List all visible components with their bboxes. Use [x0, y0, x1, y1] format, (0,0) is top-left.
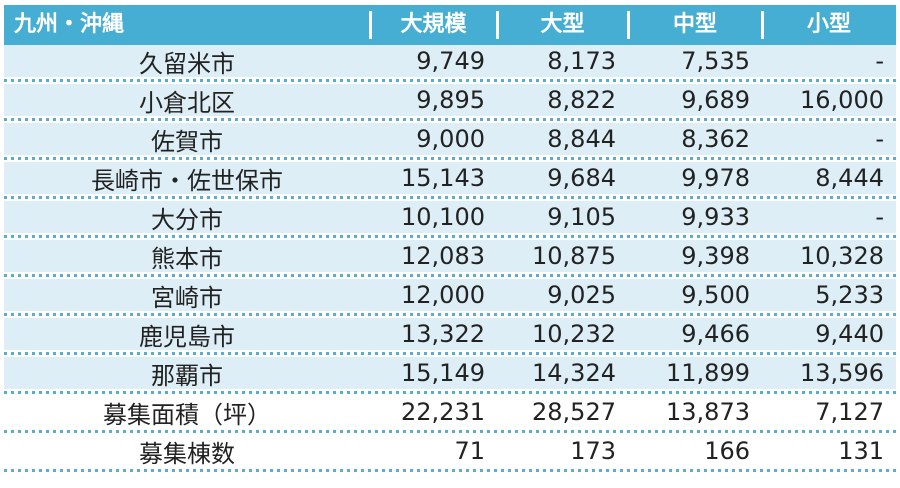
row-label: 小倉北区 [139, 88, 235, 117]
cell-value: 9,749 [416, 47, 485, 75]
table-row-total-area: 募集面積（坪） 22,231 28,527 13,873 7,127 [4, 396, 896, 429]
row-separator [4, 79, 896, 82]
cell-value: 9,398 [681, 242, 750, 270]
cell-value: 9,684 [547, 164, 616, 192]
row-label: 那覇市 [151, 361, 223, 390]
table-row-kurume: 久留米市 9,749 8,173 7,535 - [4, 45, 896, 78]
cell-value: 71 [454, 437, 485, 465]
row-separator [4, 430, 896, 433]
row-label: 宮崎市 [151, 283, 223, 312]
cell-value: 15,149 [401, 359, 485, 387]
cell-value: 5,233 [815, 281, 884, 309]
cell-value: 28,527 [532, 398, 616, 426]
cell-value: 8,822 [547, 86, 616, 114]
column-separator-bar [369, 11, 372, 39]
cell-value: 13,873 [666, 398, 750, 426]
cell-value: 9,105 [547, 203, 616, 231]
cell-value: 14,324 [532, 359, 616, 387]
cell-value: 16,000 [800, 86, 884, 114]
row-separator [4, 352, 896, 355]
cell-value: 13,596 [800, 359, 884, 387]
header-col-label: 大規模 [400, 12, 467, 37]
cell-value: 13,322 [401, 320, 485, 348]
table-row-oita: 大分市 10,100 9,105 9,933 - [4, 201, 896, 234]
row-label: 長崎市・佐世保市 [91, 166, 283, 195]
rent-data-table: 九州・沖縄 大規模 大型 中型 小型 久留米市 9,749 8,173 7,53… [4, 5, 896, 472]
table-row-kokurakita: 小倉北区 9,895 8,822 9,689 16,000 [4, 84, 896, 117]
cell-value: 10,100 [401, 203, 485, 231]
table-row-miyazaki: 宮崎市 12,000 9,025 9,500 5,233 [4, 279, 896, 312]
header-col-medium: 中型 [627, 5, 762, 45]
cell-value: 166 [704, 437, 750, 465]
table-row-saga: 佐賀市 9,000 8,844 8,362 - [4, 123, 896, 156]
cell-value: 10,232 [532, 320, 616, 348]
header-col-label: 小型 [806, 12, 851, 37]
cell-value: 9,025 [547, 281, 616, 309]
cell-value: 9,689 [681, 86, 750, 114]
cell-value: 7,535 [681, 47, 750, 75]
row-separator [4, 235, 896, 238]
cell-value: 10,328 [800, 242, 884, 270]
header-col-label: 大型 [540, 12, 585, 37]
cell-value: 8,844 [547, 125, 616, 153]
cell-value: - [875, 203, 884, 231]
row-label: 鹿児島市 [139, 322, 235, 351]
cell-value: 12,000 [401, 281, 485, 309]
row-label: 募集面積（坪） [103, 400, 271, 429]
row-separator [4, 196, 896, 199]
cell-value: - [875, 125, 884, 153]
cell-value: 22,231 [401, 398, 485, 426]
row-label: 募集棟数 [139, 439, 235, 468]
table-header-row: 九州・沖縄 大規模 大型 中型 小型 [4, 5, 896, 45]
header-col-small: 小型 [761, 5, 896, 45]
row-separator [4, 274, 896, 277]
cell-value: 8,173 [547, 47, 616, 75]
table-row-naha: 那覇市 15,149 14,324 11,899 13,596 [4, 357, 896, 390]
cell-value: 8,362 [681, 125, 750, 153]
row-separator [4, 469, 896, 472]
cell-value: 15,143 [401, 164, 485, 192]
cell-value: 9,000 [416, 125, 485, 153]
cell-value: 9,466 [681, 320, 750, 348]
cell-value: 131 [838, 437, 884, 465]
cell-value: 9,500 [681, 281, 750, 309]
row-label: 大分市 [151, 205, 223, 234]
row-separator [4, 157, 896, 160]
header-region-label: 九州・沖縄 [14, 12, 125, 37]
row-label: 佐賀市 [151, 127, 223, 156]
cell-value: 9,895 [416, 86, 485, 114]
column-separator-bar [761, 11, 764, 39]
cell-value: 9,933 [681, 203, 750, 231]
header-col-label: 中型 [672, 12, 717, 37]
cell-value: 8,444 [815, 164, 884, 192]
cell-value: 173 [570, 437, 616, 465]
header-col-large-scale: 大規模 [369, 5, 497, 45]
row-label: 熊本市 [151, 244, 223, 273]
header-col-large: 大型 [496, 5, 628, 45]
column-separator-bar [627, 11, 630, 39]
cell-value: 9,978 [681, 164, 750, 192]
table-row-nagasaki-sasebo: 長崎市・佐世保市 15,143 9,684 9,978 8,444 [4, 162, 896, 195]
table-row-kagoshima: 鹿児島市 13,322 10,232 9,466 9,440 [4, 318, 896, 351]
cell-value: 7,127 [815, 398, 884, 426]
row-separator [4, 118, 896, 121]
table-row-total-buildings: 募集棟数 71 173 166 131 [4, 435, 896, 468]
row-separator [4, 391, 896, 394]
column-separator-bar [496, 11, 499, 39]
cell-value: 10,875 [532, 242, 616, 270]
cell-value: - [875, 47, 884, 75]
row-label: 久留米市 [139, 49, 235, 78]
cell-value: 9,440 [815, 320, 884, 348]
cell-value: 11,899 [666, 359, 750, 387]
row-separator [4, 313, 896, 316]
cell-value: 12,083 [401, 242, 485, 270]
table-row-kumamoto: 熊本市 12,083 10,875 9,398 10,328 [4, 240, 896, 273]
